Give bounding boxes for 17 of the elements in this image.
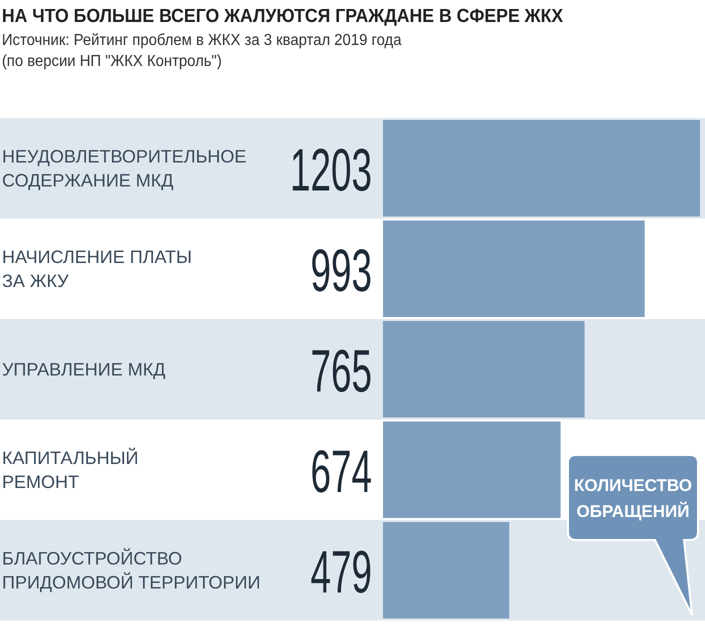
data-label: 674 (310, 438, 411, 505)
chart-title: НА ЧТО БОЛЬШЕ ВСЕГО ЖАЛУЮТСЯ ГРАЖДАНЕ В СФЕРЕ ЖКХ (2, 4, 564, 26)
bar (383, 220, 645, 317)
y-tick-label: УПРАВЛЕНИЕ МКД (2, 359, 166, 380)
y-tick-label: БЛАГОУСТРОЙСТВО ПРИДОМОВОЙ ТЕРРИТОРИИ (2, 547, 260, 592)
x-axis-title: КОЛИЧЕСТВО ОБРАЩЕНИЙ (574, 476, 692, 521)
data-label: 1203 (290, 136, 424, 204)
data-label: 993 (310, 236, 411, 304)
y-tick-label: КАПИТАЛЬНЫЙ РЕМОНТ (2, 446, 138, 492)
data-label: 479 (310, 538, 411, 606)
y-tick-label: НАЧИСЛЕНИЕ ПЛАТЫ ЗА ЖКУ (2, 246, 192, 291)
y-tick-label: НЕУДОВЛЕТВОРИТЕЛЬНОЕ СОДЕРЖАНИЕ МКД (2, 146, 246, 190)
data-label: 765 (310, 337, 411, 404)
bar (383, 522, 510, 618)
bar (383, 321, 585, 418)
bar (383, 422, 561, 518)
text: Источник: Рейтинг проблем в ЖКХ за 3 квартал 2019 года (по версии НП "ЖКХ Контроль") (2, 32, 402, 70)
